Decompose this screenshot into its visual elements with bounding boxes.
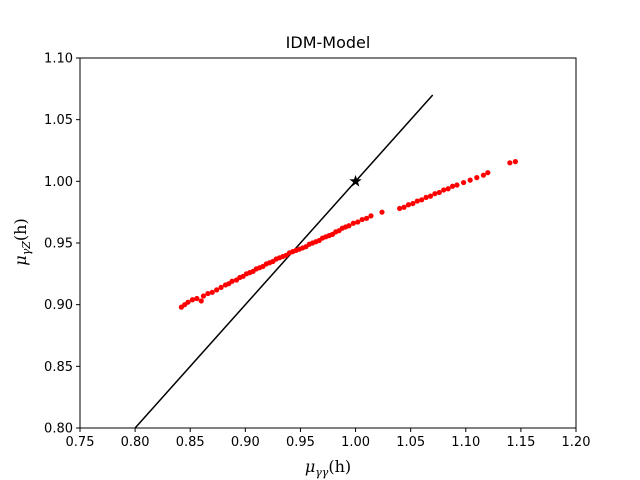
scatter-point [441, 187, 447, 193]
y-tick-label: 1.10 [44, 52, 73, 67]
x-axis-label-main: μ [305, 457, 315, 476]
scatter-point [432, 191, 438, 197]
x-tick-label: 0.80 [121, 435, 150, 450]
scatter-point [449, 183, 456, 189]
y-axis-label-sub: γZ [20, 241, 33, 256]
scatter-point [205, 290, 211, 297]
y-axis-label-main: μ [11, 255, 30, 265]
scatter-point [445, 186, 451, 192]
scatter-point [405, 202, 412, 208]
x-tick-label: 1.15 [506, 435, 535, 450]
scatter-point [436, 189, 442, 196]
scatter-point [410, 200, 416, 207]
scatter-point [414, 198, 420, 204]
x-axis-label-tail: (h) [328, 457, 351, 476]
chart-title: IDM-Model [286, 33, 371, 52]
y-tick-label: 1.00 [44, 175, 73, 190]
scatter-point [480, 172, 487, 178]
y-tick-label: 0.85 [44, 360, 73, 375]
x-axis-label: μγγ(h) [305, 457, 351, 479]
scatter-point [185, 299, 191, 305]
y-axis-label-tail: (h) [11, 218, 30, 241]
x-tick-label: 0.85 [176, 435, 205, 450]
scatter-point [512, 159, 518, 165]
scatter-point [218, 284, 224, 290]
scatter-point [379, 209, 385, 215]
scatter-point [507, 160, 513, 166]
scatter-point [397, 205, 403, 212]
x-tick-label: 1.10 [451, 435, 480, 450]
x-tick-label: 0.75 [66, 435, 95, 450]
y-tick-label: 1.05 [44, 113, 73, 128]
y-tick-label: 0.90 [44, 298, 73, 313]
y-tick-label: 0.95 [44, 237, 73, 252]
sm-star-marker [349, 174, 362, 187]
x-tick-label: 1.05 [396, 435, 425, 450]
scatter-point [423, 194, 429, 200]
scatter-point [200, 293, 207, 299]
scatter-point [363, 215, 370, 221]
x-tick-label: 0.95 [286, 435, 315, 450]
x-axis-label-sub: γγ [315, 466, 329, 479]
x-tick-label: 1.20 [562, 435, 591, 450]
y-tick-label: 0.80 [44, 422, 73, 437]
scatter-point [467, 177, 473, 183]
scatter-point [368, 213, 374, 219]
y-axis-ticks: 0.80 0.85 0.90 0.95 1.00 1.05 1.10 [44, 52, 80, 437]
x-tick-label: 0.90 [231, 435, 260, 450]
scatter-point [419, 197, 425, 203]
scatter-point [454, 182, 460, 188]
scatter-point [229, 278, 235, 284]
scatter-point [194, 295, 200, 302]
scatter-point [401, 204, 407, 210]
x-axis-ticks: 0.75 0.80 0.85 0.90 0.95 1.00 1.05 1.10 1.15 1.20 [66, 428, 591, 450]
scatter-point [474, 175, 480, 181]
scatter-point [346, 223, 352, 229]
scatter-point [460, 179, 467, 186]
scatter-point [427, 193, 434, 199]
scatter-point [189, 297, 196, 303]
scatter-point [350, 220, 356, 226]
reference-line [134, 94, 434, 429]
scatter-point [355, 219, 361, 225]
scatter-point [209, 289, 215, 295]
x-tick-label: 1.00 [341, 435, 370, 450]
scatter-point [198, 298, 204, 304]
scatter-point [485, 170, 491, 176]
plot-area [79, 57, 577, 429]
scatter-point [359, 216, 365, 223]
y-axis-label: μγZ(h) [11, 218, 33, 265]
scatter-point [214, 287, 220, 293]
